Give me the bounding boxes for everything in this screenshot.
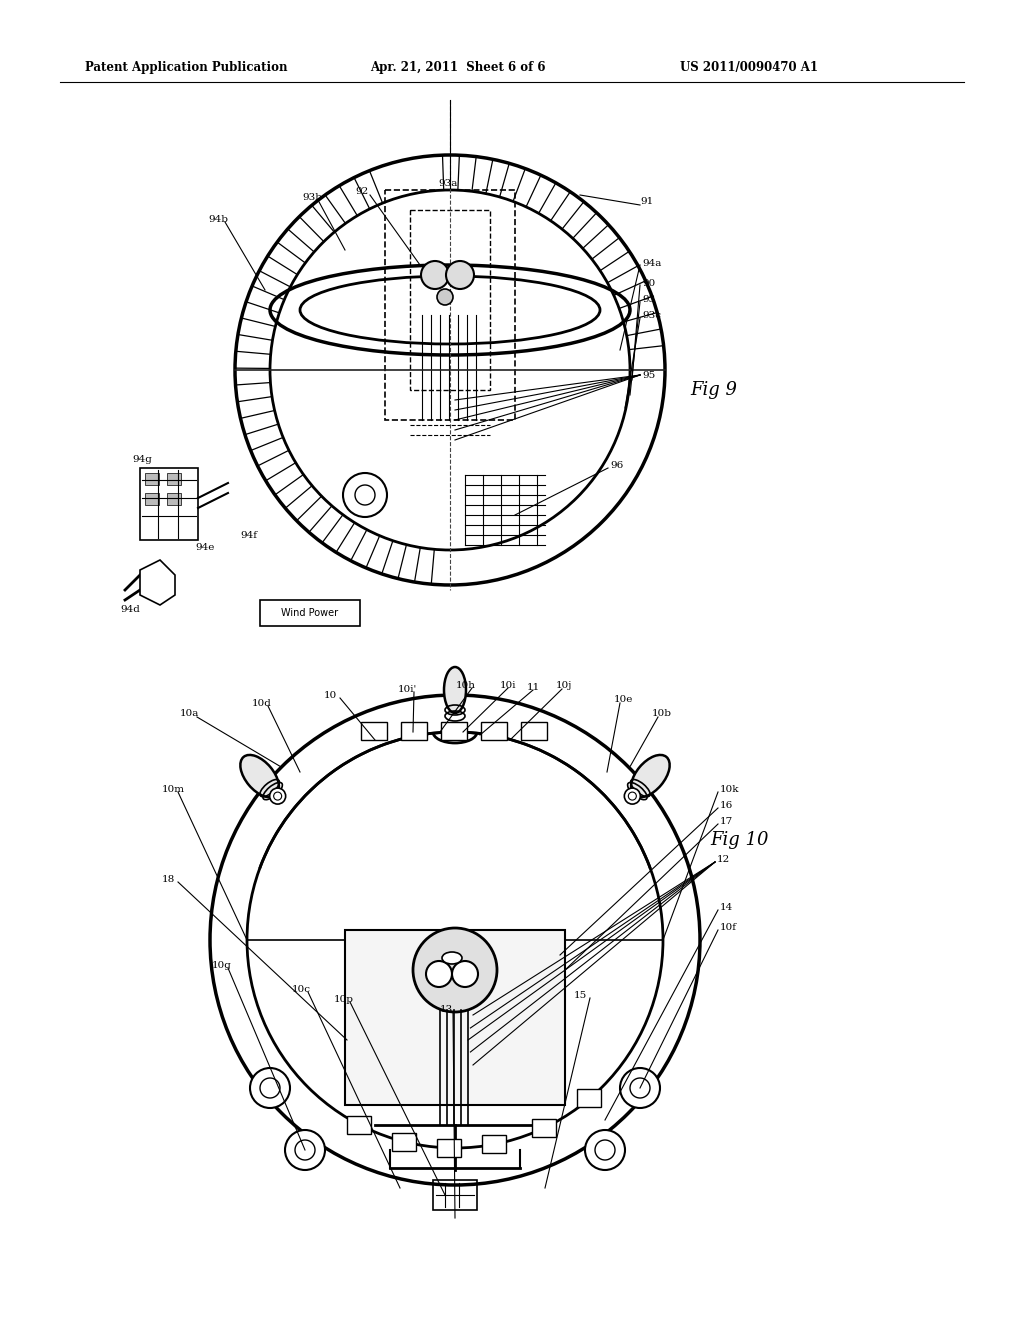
- Text: Apr. 21, 2011  Sheet 6 of 6: Apr. 21, 2011 Sheet 6 of 6: [370, 62, 546, 74]
- Text: 10i: 10i: [500, 681, 516, 689]
- Text: 15: 15: [574, 991, 587, 1001]
- Text: 93: 93: [642, 296, 655, 305]
- Bar: [410, 210, 490, 389]
- Text: 94f: 94f: [240, 531, 257, 540]
- Bar: [532, 1118, 556, 1137]
- Text: 10p: 10p: [334, 995, 354, 1005]
- Text: 16: 16: [720, 801, 733, 810]
- Circle shape: [625, 788, 640, 804]
- Bar: [167, 473, 181, 484]
- Polygon shape: [140, 560, 175, 605]
- Bar: [385, 190, 515, 420]
- Circle shape: [250, 1068, 290, 1107]
- Text: 10m: 10m: [162, 784, 185, 793]
- Bar: [392, 1133, 416, 1151]
- Text: Patent Application Publication: Patent Application Publication: [85, 62, 288, 74]
- Text: 12: 12: [717, 855, 730, 865]
- Text: 14: 14: [720, 903, 733, 912]
- Bar: [521, 722, 547, 741]
- Bar: [400, 931, 422, 950]
- Bar: [481, 722, 507, 741]
- Text: 92: 92: [355, 187, 369, 197]
- Circle shape: [585, 1130, 625, 1170]
- Bar: [140, 469, 198, 540]
- Bar: [145, 473, 159, 484]
- Bar: [482, 1135, 506, 1154]
- Bar: [361, 722, 387, 741]
- Circle shape: [446, 261, 474, 289]
- Circle shape: [620, 1068, 660, 1107]
- Circle shape: [413, 928, 497, 1012]
- Text: 91: 91: [640, 198, 653, 206]
- Text: 93c: 93c: [642, 312, 662, 321]
- Text: 10a: 10a: [180, 710, 200, 718]
- Ellipse shape: [631, 755, 670, 797]
- Text: 94g: 94g: [132, 455, 152, 465]
- Bar: [577, 1089, 601, 1107]
- Text: 10f: 10f: [720, 924, 737, 932]
- Text: Fig 10: Fig 10: [710, 832, 768, 849]
- Text: Wind Power: Wind Power: [282, 609, 339, 618]
- Text: 93b: 93b: [302, 193, 322, 202]
- Text: 10e: 10e: [614, 696, 634, 705]
- Circle shape: [269, 788, 286, 804]
- Text: 94d: 94d: [120, 606, 140, 615]
- Bar: [433, 1180, 477, 1210]
- Text: 17: 17: [720, 817, 733, 826]
- Bar: [437, 1139, 461, 1156]
- Text: 11: 11: [527, 682, 541, 692]
- Text: 18: 18: [162, 874, 175, 883]
- Circle shape: [437, 289, 453, 305]
- Text: 10k: 10k: [720, 784, 739, 793]
- Bar: [441, 722, 467, 741]
- Text: 10g: 10g: [212, 961, 231, 970]
- Text: 10i': 10i': [398, 685, 417, 693]
- Text: 94a: 94a: [642, 259, 662, 268]
- Bar: [260, 601, 360, 626]
- Text: 10h: 10h: [456, 681, 476, 689]
- Bar: [345, 931, 565, 1105]
- Circle shape: [452, 961, 478, 987]
- Text: 96: 96: [610, 462, 624, 470]
- Text: US 2011/0090470 A1: US 2011/0090470 A1: [680, 62, 818, 74]
- Ellipse shape: [241, 755, 279, 797]
- Text: 10b: 10b: [652, 710, 672, 718]
- Bar: [167, 492, 181, 506]
- Circle shape: [426, 961, 452, 987]
- Text: 94e: 94e: [195, 544, 214, 553]
- Text: 10d: 10d: [252, 698, 272, 708]
- Text: 10: 10: [324, 690, 337, 700]
- Text: 94b: 94b: [208, 214, 228, 223]
- Circle shape: [421, 261, 449, 289]
- Text: Fig 9: Fig 9: [690, 381, 737, 399]
- Text: 90: 90: [642, 279, 655, 288]
- Text: 10c: 10c: [292, 986, 311, 994]
- Circle shape: [285, 1130, 325, 1170]
- Circle shape: [343, 473, 387, 517]
- Ellipse shape: [442, 952, 462, 964]
- Text: 95: 95: [642, 371, 655, 380]
- Bar: [145, 492, 159, 506]
- Bar: [347, 1115, 371, 1134]
- Ellipse shape: [444, 667, 466, 713]
- Bar: [401, 722, 427, 741]
- Text: 13: 13: [440, 1006, 454, 1015]
- Text: 93a: 93a: [438, 180, 458, 189]
- Text: 10j: 10j: [556, 681, 572, 690]
- Bar: [488, 931, 510, 950]
